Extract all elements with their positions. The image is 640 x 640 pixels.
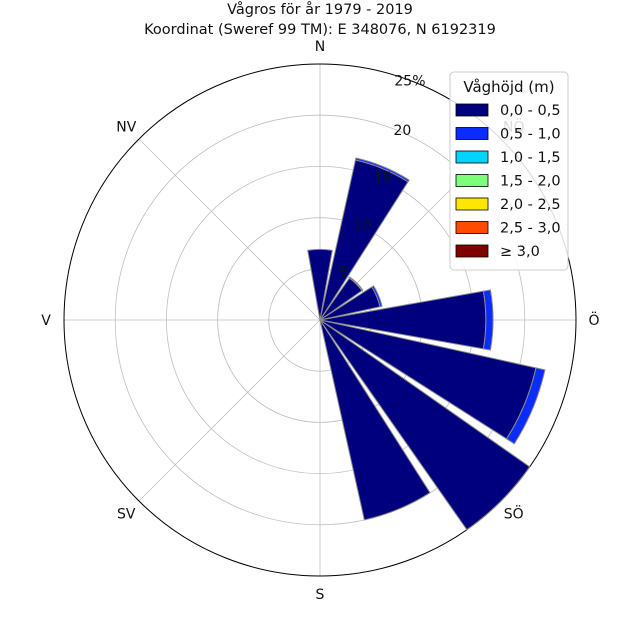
legend-items: 0,0 - 0,5 0,5 - 1,0 1,0 - 1,5 1,5 - 2,0 2,0 … [455, 103, 561, 260]
grid-spoke-1 [138, 138, 321, 321]
legend-label-2: 1,0 - 1,5 [500, 150, 561, 166]
legend-swatch-5 [455, 221, 489, 234]
legend-swatch-6 [455, 244, 489, 258]
bar-sector-7-bin-0 [319, 319, 431, 521]
radial-tick-label-1: 5 [339, 265, 348, 281]
bar-sector-3-bin-1 [371, 285, 383, 308]
bar-sector-1-bin-1 [354, 157, 410, 183]
legend-label-0: 0,0 - 0,5 [500, 103, 561, 119]
legend: Våghöjd (m) 0,0 - 0,5 0,5 - 1,0 1,0 - 1,5 1… [449, 71, 569, 271]
chart-subtitle: Koordinat (Sweref 99 TM): E 348076, N 61… [144, 22, 496, 38]
direction-label-5: SÖ [504, 505, 524, 523]
bar-sector-6-bin-0 [319, 319, 531, 531]
direction-label-1: NV [116, 119, 136, 135]
legend-label-6: ≥ 3,0 [500, 244, 540, 260]
legend-label-3: 1,5 - 2,0 [500, 174, 561, 190]
legend-frame [449, 71, 569, 271]
legend-label-5: 2,5 - 3,0 [500, 221, 561, 237]
direction-label-3: SV [117, 507, 136, 523]
bar-sector-4-bin-1 [482, 289, 494, 351]
rose-bars [307, 157, 546, 531]
legend-swatch-4 [455, 197, 489, 211]
direction-label-4: S [316, 587, 325, 603]
radial-tick-label-2: 10 [354, 217, 372, 233]
radial-tick-label-4: 20 [393, 123, 411, 139]
chart-title: Vågros för år 1979 - 2019 [227, 1, 413, 18]
bar-sector-0-bin-0 [307, 248, 333, 321]
legend-title: Våghöjd (m) [463, 78, 554, 96]
legend-swatch-2 [455, 150, 489, 164]
bar-sector-2-bin-1 [348, 276, 364, 292]
direction-label-2: V [41, 313, 51, 329]
legend-label-4: 2,0 - 2,5 [500, 197, 561, 213]
direction-label-6: Ö [588, 311, 599, 329]
outer-circle [63, 63, 577, 577]
legend-swatch-1 [455, 127, 489, 140]
legend-swatch-3 [455, 174, 489, 187]
bar-sector-5-bin-1 [505, 367, 546, 445]
direction-label-0: N [315, 39, 325, 55]
legend-label-1: 0,5 - 1,0 [500, 127, 561, 143]
grid-spoke-3 [138, 319, 321, 502]
legend-swatch-0 [455, 103, 489, 117]
radial-max-label: 25% [394, 73, 425, 89]
radial-tick-label-3: 15 [374, 170, 392, 186]
